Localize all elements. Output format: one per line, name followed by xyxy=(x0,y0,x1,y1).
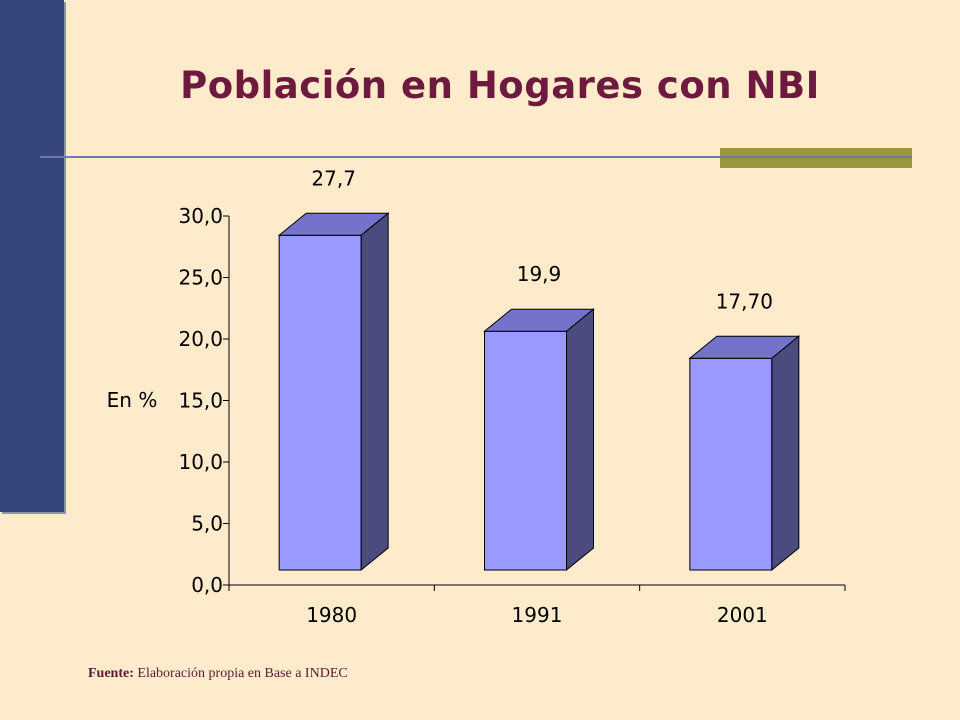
title-divider xyxy=(40,156,912,158)
data-label: 27,7 xyxy=(311,166,356,190)
source-label: Fuente: xyxy=(88,666,134,681)
chart-axes: 0,0 5,0 10,0 15,0 20,0 25,0 30,0 xyxy=(178,204,846,597)
y-tick-label: 20,0 xyxy=(178,327,223,351)
y-tick-label: 5,0 xyxy=(191,512,223,536)
bar-side xyxy=(771,335,800,572)
bar-front xyxy=(689,357,773,571)
bar-1991 xyxy=(483,308,595,572)
y-tick-label: 10,0 xyxy=(178,450,223,474)
left-decorative-bar xyxy=(0,0,64,512)
chart-bars xyxy=(277,212,801,572)
accent-block xyxy=(720,148,912,168)
y-tick-label: 15,0 xyxy=(178,389,223,413)
bar-2001 xyxy=(688,335,801,572)
x-tick-label: 1980 xyxy=(306,603,357,627)
y-tick-label: 0,0 xyxy=(191,573,223,597)
source-note: Fuente: Elaboración propia en Base a IND… xyxy=(88,666,348,682)
bar-1980 xyxy=(277,212,390,572)
data-label: 19,9 xyxy=(517,262,562,286)
y-tick-label: 25,0 xyxy=(178,266,223,290)
x-tick-label: 1991 xyxy=(512,603,563,627)
data-label: 17,70 xyxy=(716,289,773,313)
slide-title: Población en Hogares con NBI xyxy=(180,64,820,107)
y-tick-label: 30,0 xyxy=(178,204,223,228)
bar-side xyxy=(360,212,389,572)
bar-front xyxy=(278,234,362,571)
y-axis-label: En % xyxy=(107,388,158,412)
bar-side xyxy=(566,308,594,572)
bar-front xyxy=(484,330,567,571)
chart-labels: En % 27,7 1980 19,9 1991 17,70 2001 xyxy=(107,166,773,627)
source-text: Elaboración propia en Base a INDEC xyxy=(133,666,348,681)
x-tick-label: 2001 xyxy=(717,603,768,627)
